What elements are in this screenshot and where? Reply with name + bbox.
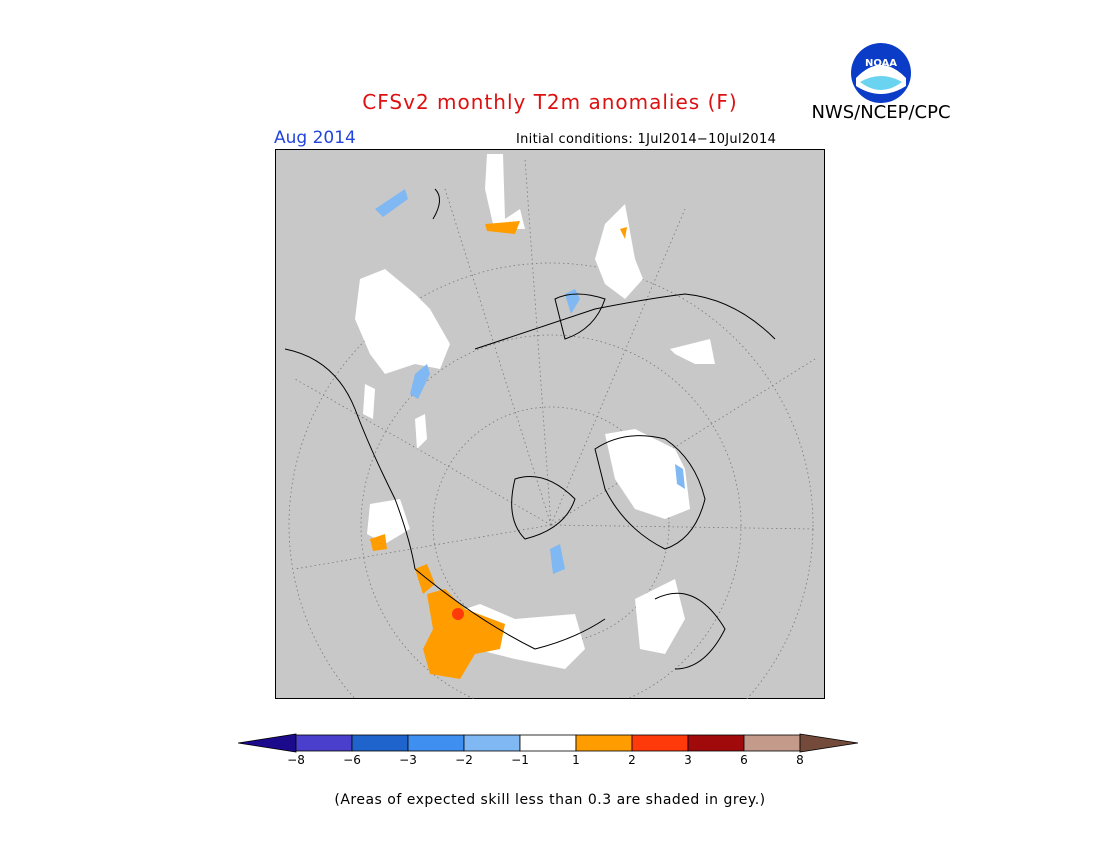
colorbar-arrow-low xyxy=(238,733,297,753)
chart-title: CFSv2 monthly T2m anomalies (F) xyxy=(362,90,738,114)
colorbar xyxy=(238,733,859,753)
polar-map xyxy=(275,149,825,699)
colorbar-tick-label: 6 xyxy=(740,753,748,767)
colorbar-tick-label: 1 xyxy=(572,753,580,767)
coastlines xyxy=(284,188,776,670)
colorbar-cell xyxy=(463,734,521,752)
colorbar-tick-label: −1 xyxy=(511,753,529,767)
colorbar-arrow-high xyxy=(799,733,859,753)
colorbar-tick-label: −6 xyxy=(343,753,361,767)
colorbar-tick-label: 8 xyxy=(796,753,804,767)
colorbar-tick-label: −3 xyxy=(399,753,417,767)
anomaly-positive-regions xyxy=(370,221,627,679)
initial-conditions: Initial conditions: 1Jul2014−10Jul2014 xyxy=(516,132,777,147)
colorbar-cell xyxy=(295,734,353,752)
noaa-logo-text: NOAA xyxy=(865,58,897,69)
colorbar-cell xyxy=(631,734,689,752)
agency-label: NWS/NCEP/CPC xyxy=(811,102,951,123)
anomaly-negative-regions xyxy=(375,189,685,574)
colorbar-cell xyxy=(407,734,465,752)
colorbar-cell xyxy=(743,734,801,752)
colorbar-tick-label: −2 xyxy=(455,753,473,767)
noaa-logo-icon: NOAA xyxy=(851,43,911,103)
colorbar-tick-label: 2 xyxy=(628,753,636,767)
colorbar-cell xyxy=(351,734,409,752)
colorbar-tick-label: −8 xyxy=(287,753,305,767)
anomaly-white-regions xyxy=(355,154,715,669)
colorbar-cell xyxy=(575,734,633,752)
colorbar-cell xyxy=(687,734,745,752)
colorbar-cell xyxy=(519,734,577,752)
map-frame xyxy=(275,149,825,699)
forecast-month: Aug 2014 xyxy=(274,128,356,148)
colorbar-tick-label: 3 xyxy=(684,753,692,767)
skill-footnote: (Areas of expected skill less than 0.3 a… xyxy=(334,792,766,808)
